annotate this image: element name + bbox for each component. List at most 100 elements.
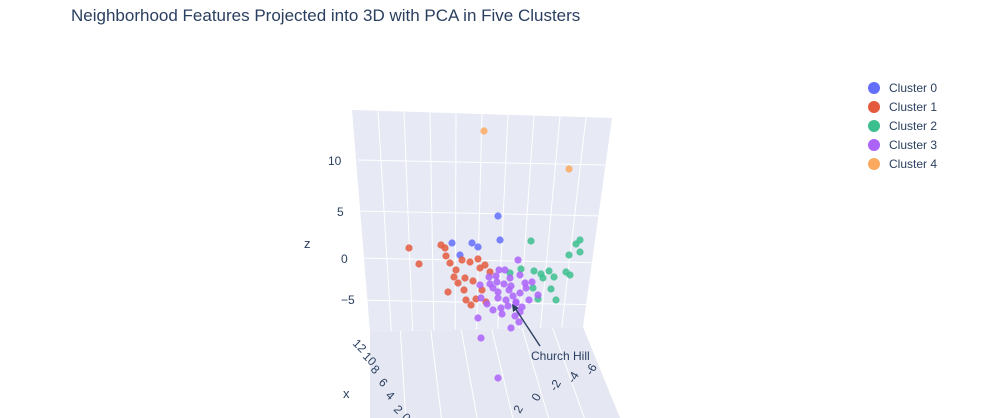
point-cluster-3-32[interactable] (502, 296, 510, 304)
point-cluster-3-27[interactable] (474, 314, 482, 322)
point-cluster-3-11[interactable] (497, 304, 505, 312)
gridline-v-1 (377, 110, 392, 332)
point-cluster-3-7[interactable] (516, 289, 524, 297)
point-cluster-3-39[interactable] (515, 318, 523, 326)
point-cluster-1-4[interactable] (446, 259, 454, 267)
point-cluster-3-29[interactable] (521, 279, 529, 287)
point-cluster-3-18[interactable] (534, 291, 542, 299)
chart-title: Neighborhood Features Projected into 3D … (71, 6, 581, 25)
point-cluster-1-18[interactable] (481, 261, 489, 269)
gridline-v-3 (429, 112, 435, 331)
point-cluster-1-20[interactable] (452, 266, 460, 274)
point-cluster-0-0[interactable] (448, 239, 456, 247)
point-cluster-1-6[interactable] (454, 279, 462, 287)
point-cluster-2-8[interactable] (576, 248, 584, 256)
point-cluster-3-25[interactable] (477, 294, 485, 302)
point-cluster-3-23[interactable] (516, 271, 524, 279)
point-cluster-2-12[interactable] (547, 285, 555, 293)
legend-item-cluster-2[interactable]: Cluster 2 (862, 116, 937, 135)
point-cluster-3-21[interactable] (506, 274, 514, 282)
point-cluster-3-13[interactable] (498, 310, 506, 318)
point-cluster-2-1[interactable] (517, 265, 525, 273)
gridline-v-8 (539, 116, 561, 329)
z-tick-3: −5 (341, 293, 355, 307)
point-cluster-3-36[interactable] (485, 273, 493, 281)
point-cluster-2-7[interactable] (576, 236, 584, 244)
point-cluster-0-1[interactable] (494, 212, 502, 220)
point-cluster-3-37[interactable] (477, 334, 485, 342)
point-cluster-3-30[interactable] (514, 256, 522, 264)
point-cluster-3-0[interactable] (476, 281, 484, 289)
point-cluster-2-13[interactable] (552, 296, 560, 304)
point-cluster-3-15[interactable] (507, 324, 515, 332)
legend-marker-cluster-3 (868, 138, 880, 151)
floor-grid-5 (521, 328, 550, 418)
point-cluster-2-2[interactable] (530, 267, 538, 275)
point-cluster-3-3[interactable] (494, 288, 502, 296)
x-axis-label: x (343, 386, 350, 401)
point-cluster-0-5[interactable] (474, 243, 482, 251)
annotation-arrow-head (512, 304, 519, 312)
point-cluster-4-0[interactable] (480, 127, 488, 135)
point-cluster-2-5[interactable] (550, 273, 558, 281)
gridline-h-2 (357, 257, 606, 264)
point-cluster-2-15[interactable] (529, 284, 537, 292)
legend: Cluster 0 Cluster 1 Cluster 2 Cluster 3 … (862, 78, 937, 173)
point-cluster-3-2[interactable] (489, 284, 497, 292)
point-cluster-3-20[interactable] (501, 266, 509, 274)
point-cluster-3-33[interactable] (518, 303, 526, 311)
point-cluster-0-2[interactable] (496, 236, 504, 244)
point-cluster-3-14[interactable] (511, 312, 519, 320)
legend-item-cluster-0[interactable]: Cluster 0 (862, 78, 937, 97)
point-cluster-3-26[interactable] (483, 300, 491, 308)
legend-marker-cluster-0 (868, 81, 880, 94)
point-cluster-1-19[interactable] (466, 258, 474, 266)
point-cluster-2-16[interactable] (539, 274, 547, 282)
point-cluster-2-9[interactable] (565, 251, 573, 259)
floor-grid-2 (430, 330, 442, 418)
point-cluster-4-1[interactable] (565, 165, 573, 173)
floor-grid-1 (399, 331, 407, 418)
floor-grid-4 (491, 329, 514, 418)
point-cluster-3-35[interactable] (493, 278, 501, 286)
legend-item-cluster-4[interactable]: Cluster 4 (862, 154, 937, 173)
point-cluster-3-6[interactable] (509, 292, 517, 300)
point-cluster-1-12[interactable] (462, 296, 470, 304)
point-cluster-1-21[interactable] (441, 244, 449, 252)
point-cluster-3-28[interactable] (489, 306, 497, 314)
point-cluster-3-17[interactable] (525, 296, 533, 304)
point-cluster-1-5[interactable] (450, 273, 458, 281)
point-cluster-3-24[interactable] (507, 282, 515, 290)
annotation-arrow-line (514, 307, 541, 347)
point-cluster-3-38[interactable] (494, 374, 502, 382)
point-cluster-0-3[interactable] (468, 239, 476, 247)
point-cluster-1-1[interactable] (415, 260, 423, 268)
legend-marker-cluster-4 (868, 157, 880, 170)
point-cluster-3-22[interactable] (495, 266, 503, 274)
point-cluster-1-11[interactable] (444, 288, 452, 296)
point-cluster-3-34[interactable] (528, 278, 536, 286)
legend-item-cluster-3[interactable]: Cluster 3 (862, 135, 937, 154)
point-cluster-1-8[interactable] (469, 277, 477, 285)
legend-item-cluster-1[interactable]: Cluster 1 (862, 97, 937, 116)
point-cluster-3-4[interactable] (500, 280, 508, 288)
point-cluster-2-11[interactable] (566, 271, 574, 279)
point-cluster-1-7[interactable] (461, 274, 469, 282)
scene-3d[interactable] (352, 110, 620, 418)
point-cluster-1-13[interactable] (467, 301, 475, 309)
point-cluster-1-17[interactable] (474, 255, 482, 263)
point-cluster-1-3[interactable] (442, 252, 450, 260)
point-cluster-1-16[interactable] (458, 256, 466, 264)
legend-label-cluster-2: Cluster 2 (889, 118, 938, 133)
point-cluster-3-19[interactable] (492, 272, 500, 280)
point-cluster-2-4[interactable] (545, 267, 553, 275)
point-cluster-2-0[interactable] (527, 237, 535, 245)
point-cluster-1-0[interactable] (405, 244, 413, 252)
point-cluster-3-12[interactable] (494, 294, 502, 302)
point-cluster-3-31[interactable] (512, 299, 520, 307)
gridline-h-0 (357, 159, 606, 166)
floor-plane (370, 327, 620, 418)
point-cluster-1-22[interactable] (460, 286, 468, 294)
point-cluster-3-10[interactable] (504, 302, 512, 310)
